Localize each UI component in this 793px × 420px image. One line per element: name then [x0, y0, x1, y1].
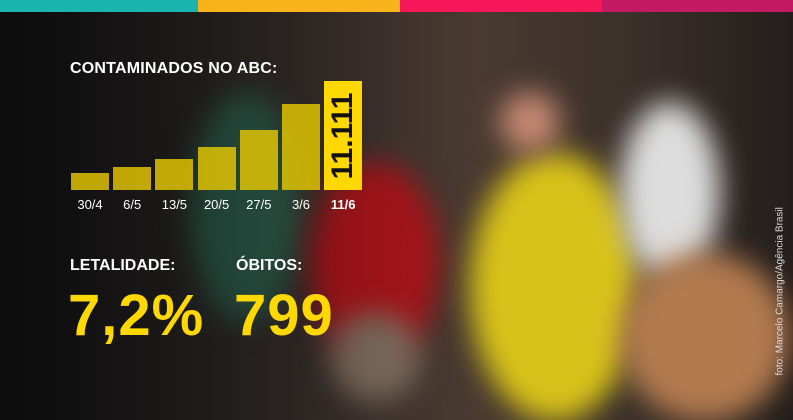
color-strip-yellow: [198, 0, 400, 12]
x-tick-label: 11/6: [330, 197, 356, 212]
data-label: 11.111: [326, 92, 360, 179]
chart-title: CONTAMINADOS NO ABC:: [70, 60, 278, 77]
bar-13-5: [155, 159, 194, 190]
x-tick-label: 20/5: [203, 197, 230, 212]
bar-3-6: [282, 103, 320, 190]
x-tick-label: 3/6: [291, 197, 311, 212]
bar-6-5: [113, 166, 152, 190]
x-tick-label: 13/5: [161, 197, 188, 212]
bar-11-6: [324, 81, 363, 190]
obitos-label: ÓBITOS:: [236, 257, 303, 274]
bar-20-5: [197, 146, 236, 190]
x-tick-label: 6/5: [123, 197, 142, 212]
x-tick-label: 30/4: [77, 197, 103, 212]
color-strip-pink: [400, 0, 602, 12]
photo-credit: foto: Marcelo Camargo/Agência Brasil: [774, 207, 786, 376]
color-strip-teal: [0, 0, 198, 12]
color-strip-magenta: [602, 0, 793, 12]
obitos-value: 799: [234, 283, 334, 348]
x-tick-label: 27/5: [246, 197, 272, 212]
letalidade-value: 7,2%: [68, 283, 205, 348]
dark-overlay: [0, 12, 420, 420]
bar-27-5: [239, 129, 278, 190]
letalidade-label: LETALIDADE:: [70, 257, 176, 274]
bar-30-4: [71, 173, 109, 190]
